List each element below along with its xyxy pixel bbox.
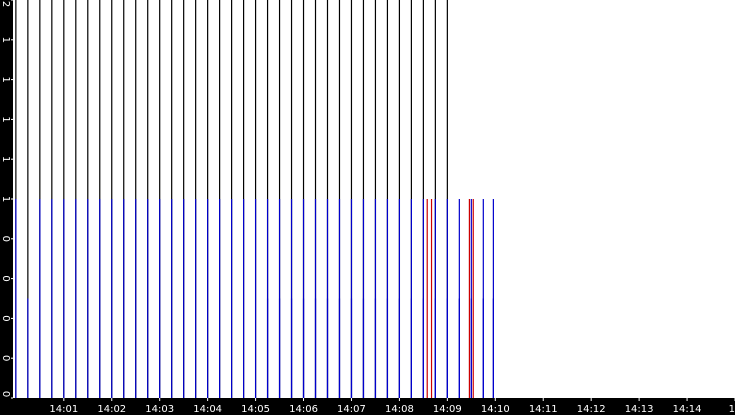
x-tick-label: 14:07 — [337, 404, 366, 415]
y-tick-label: 0 — [0, 236, 11, 242]
y-axis-strip — [0, 0, 13, 415]
x-tick-label: 14:06 — [289, 404, 318, 415]
y-tick-label: 2 — [0, 1, 11, 7]
y-tick-label: 0 — [0, 355, 11, 361]
x-tick-label: 14:04 — [193, 404, 222, 415]
x-tick-label: 14:10 — [481, 404, 510, 415]
x-tick-label: 14:11 — [529, 404, 558, 415]
x-axis-strip — [0, 398, 735, 415]
y-tick-label: 0 — [0, 315, 11, 321]
y-tick-label: 1 — [0, 37, 11, 43]
y-tick-label: 0 — [0, 391, 11, 397]
y-tick-label: 1 — [0, 76, 11, 82]
x-tick-label: 14:08 — [385, 404, 414, 415]
x-tick-label: 14:12 — [577, 404, 606, 415]
x-tick-label: 14:13 — [625, 404, 654, 415]
y-tick-label: 1 — [0, 116, 11, 122]
x-tick-label: 14:02 — [97, 404, 126, 415]
y-tick-label: 1 — [0, 156, 11, 162]
x-tick-label: 14:01 — [49, 404, 78, 415]
x-tick-label: 14 — [729, 404, 735, 415]
x-tick-label: 14:05 — [241, 404, 270, 415]
x-tick-label: 14:14 — [673, 404, 702, 415]
x-tick-label: 14:09 — [433, 404, 462, 415]
y-tick-label: 1 — [0, 196, 11, 202]
x-tick-label: 14:03 — [145, 404, 174, 415]
y-tick-label: 0 — [0, 275, 11, 281]
